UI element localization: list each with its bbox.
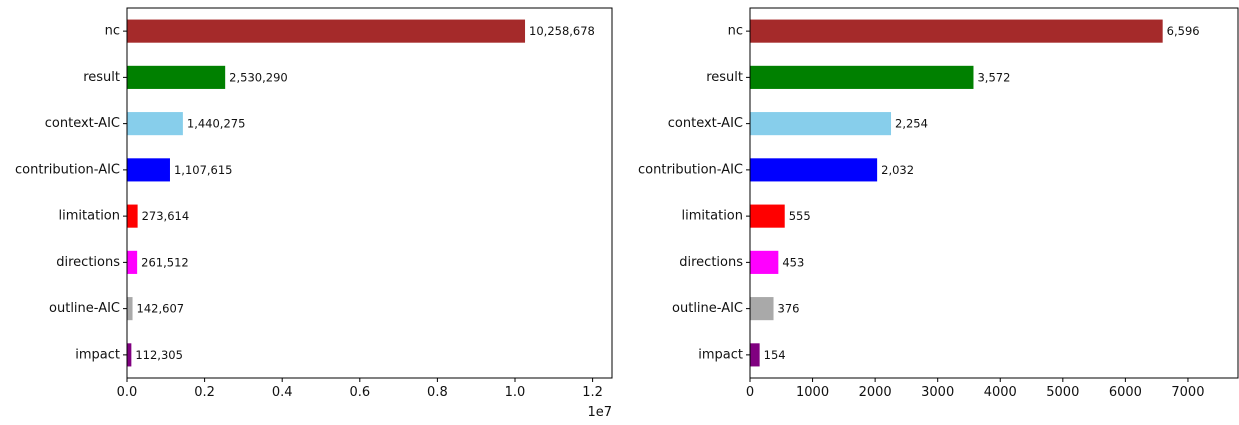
- category-label: outline-AIC: [672, 301, 743, 316]
- bar-context-aic: [750, 112, 892, 136]
- x-tick-label: 0.6: [349, 385, 370, 400]
- bar-limitation: [127, 204, 138, 228]
- value-label: 376: [778, 302, 800, 316]
- category-label: contribution-AIC: [15, 162, 120, 177]
- value-label: 6,596: [1167, 24, 1200, 38]
- category-label: result: [706, 70, 743, 85]
- category-label: impact: [698, 347, 743, 362]
- axes-frame: [749, 7, 1239, 379]
- category-label: context-AIC: [45, 116, 120, 131]
- x-tick-label: 0.0: [117, 385, 138, 400]
- x-offset-label: 1e7: [587, 405, 612, 420]
- value-label: 142,607: [137, 302, 185, 316]
- bar-directions: [750, 250, 779, 274]
- x-tick-label: 4000: [984, 385, 1017, 400]
- category-label: nc: [105, 24, 120, 39]
- bar-nc: [127, 19, 526, 43]
- value-label: 453: [782, 255, 804, 269]
- x-tick-label: 0.4: [272, 385, 293, 400]
- category-label: impact: [75, 347, 120, 362]
- category-label: outline-AIC: [49, 301, 120, 316]
- category-label: context-AIC: [668, 116, 743, 131]
- bar-nc: [750, 19, 1163, 43]
- bar-context-aic: [127, 112, 183, 136]
- value-label: 2,530,290: [229, 70, 288, 84]
- x-tick-label: 1000: [796, 385, 829, 400]
- value-label: 10,258,678: [529, 24, 595, 38]
- bar-result: [127, 65, 226, 89]
- value-label: 555: [789, 209, 811, 223]
- value-label: 3,572: [977, 70, 1010, 84]
- category-label: result: [83, 70, 120, 85]
- value-label: 112,305: [135, 348, 183, 362]
- bar-contribution-aic: [127, 158, 170, 182]
- value-label: 2,032: [881, 163, 914, 177]
- value-label: 273,614: [142, 209, 190, 223]
- value-label: 261,512: [141, 255, 189, 269]
- bar-limitation: [750, 204, 785, 228]
- bar-outline-aic: [750, 297, 774, 321]
- category-label: directions: [56, 255, 120, 270]
- category-label: directions: [679, 255, 743, 270]
- bar-result: [750, 65, 974, 89]
- bar-impact: [127, 343, 132, 367]
- x-tick-label: 5000: [1046, 385, 1079, 400]
- value-label: 1,440,275: [187, 117, 246, 131]
- bar-outline-aic: [127, 297, 133, 321]
- chart-right-document-counts: nc 6,596 result 3,572 context-AIC 2,254 contri…: [638, 7, 1239, 400]
- x-tick-label: 3000: [921, 385, 954, 400]
- x-tick-label: 0.8: [427, 385, 448, 400]
- bar-contribution-aic: [750, 158, 878, 182]
- axes-frame: [126, 7, 613, 379]
- x-tick-label: 2000: [859, 385, 892, 400]
- x-tick-label: 6000: [1109, 385, 1142, 400]
- value-label: 2,254: [895, 117, 928, 131]
- bar-impact: [750, 343, 760, 367]
- category-label: limitation: [59, 209, 120, 224]
- chart-left-token-counts: nc 10,258,678 result 2,530,290 context-AIC 1,…: [15, 7, 613, 420]
- x-tick-label: 7000: [1171, 385, 1204, 400]
- x-tick-label: 1.2: [582, 385, 603, 400]
- value-label: 1,107,615: [174, 163, 233, 177]
- category-label: nc: [728, 24, 743, 39]
- value-label: 154: [764, 348, 786, 362]
- x-tick-label: 0: [746, 385, 754, 400]
- x-tick-label: 1.0: [505, 385, 526, 400]
- x-tick-label: 0.2: [194, 385, 215, 400]
- category-label: limitation: [682, 209, 743, 224]
- bar-directions: [127, 250, 138, 274]
- category-label: contribution-AIC: [638, 162, 743, 177]
